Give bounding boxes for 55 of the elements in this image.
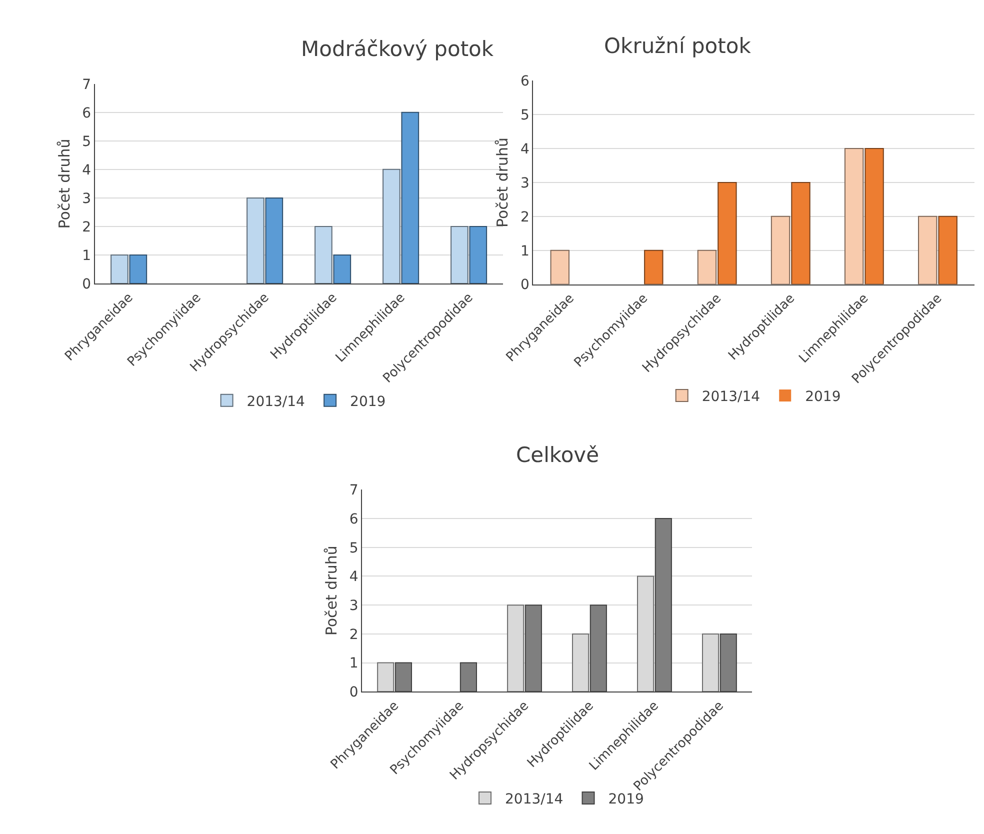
y-tick-label: 4	[520, 141, 530, 158]
bar	[938, 216, 958, 284]
bar	[110, 254, 128, 284]
y-tick-label: 1	[349, 656, 358, 672]
bar	[864, 148, 884, 284]
y-tick-label: 3	[82, 190, 92, 207]
y-tick-label: 0	[82, 276, 92, 292]
y-tick-label: 6	[520, 74, 530, 90]
legend-label: 2019	[350, 394, 386, 410]
chart-title: Okružní potok	[604, 34, 752, 58]
y-tick-label: 0	[520, 277, 530, 294]
legend-label: 2013/14	[702, 388, 760, 405]
y-tick-label: 2	[82, 219, 92, 236]
chart-title: Modráčkový potok	[301, 37, 494, 61]
bar	[265, 197, 284, 284]
bar	[314, 226, 332, 284]
y-tick-label: 1	[82, 248, 92, 264]
y-tick-label: 3	[349, 598, 358, 614]
y-tick-label: 1	[520, 243, 530, 260]
y-tick-label: 5	[520, 107, 530, 124]
y-tick-label: 5	[82, 134, 92, 150]
bar	[401, 112, 420, 284]
bar	[644, 250, 664, 284]
y-tick-label: 7	[82, 76, 92, 93]
y-tick-label: 2	[349, 626, 358, 643]
y-axis-title: Počet druhů	[494, 137, 512, 228]
bar	[718, 182, 737, 284]
legend-label: 2013/14	[505, 791, 564, 808]
bar	[770, 216, 790, 284]
bar	[129, 254, 148, 284]
y-tick-label: 7	[349, 482, 358, 499]
y-tick-label: 2	[520, 209, 530, 226]
bar	[469, 226, 488, 284]
bar	[246, 197, 264, 284]
bar	[791, 182, 810, 284]
y-tick-label: 4	[82, 162, 92, 178]
legend-label: 2013/14	[246, 394, 306, 410]
y-tick-label: 3	[520, 175, 530, 192]
bar	[550, 250, 570, 284]
y-tick-label: 6	[349, 511, 358, 528]
y-tick-label: 0	[349, 684, 358, 701]
bar	[382, 168, 400, 284]
chart-title: Celkově	[516, 443, 600, 467]
y-tick-label: 5	[349, 540, 358, 556]
y-axis-title: Počet druhů	[55, 138, 74, 229]
bar	[450, 226, 468, 284]
legend-label: 2019	[608, 791, 644, 808]
bar	[697, 250, 717, 284]
bar	[844, 148, 864, 284]
legend-label: 2019	[805, 388, 841, 405]
y-axis-title: Počet druhů	[322, 546, 341, 636]
bar	[918, 216, 938, 284]
y-tick-label: 4	[349, 569, 358, 586]
bar	[333, 254, 352, 284]
y-tick-label: 6	[82, 105, 92, 122]
